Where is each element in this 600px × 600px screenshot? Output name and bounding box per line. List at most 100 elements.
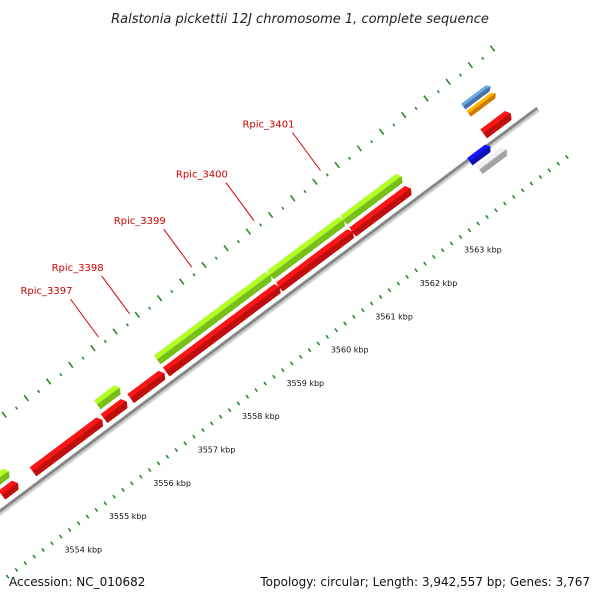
scale-ticks — [1, 45, 569, 579]
summary-text: Topology: circular; Length: 3,942,557 bp… — [259, 575, 590, 589]
feature-cds — [162, 284, 281, 377]
feature-highlight — [466, 92, 496, 114]
outer-tick — [259, 223, 263, 227]
inner-tick — [547, 168, 552, 173]
inner-tick — [147, 467, 152, 473]
inner-tick — [449, 241, 454, 246]
outer-tick — [281, 206, 285, 210]
inner-tick — [272, 374, 276, 379]
feature-cds — [100, 399, 128, 423]
inner-tick — [85, 514, 90, 519]
inner-tick — [209, 421, 214, 426]
outer-tick — [23, 394, 30, 402]
feature-shade — [96, 387, 121, 410]
feature-inner1 — [467, 144, 491, 166]
feature-inner2 — [476, 147, 508, 175]
feature-shade — [469, 146, 491, 166]
outer-tick — [414, 106, 418, 111]
feature-highlight — [127, 370, 165, 399]
inner-tick — [414, 268, 418, 273]
outer-tick — [236, 239, 240, 244]
outer-tick — [103, 339, 107, 344]
feature-gene — [153, 272, 272, 365]
backbone-shadow — [0, 108, 540, 516]
inner-tick — [494, 208, 498, 213]
outer-tick — [436, 90, 440, 94]
inner-tick — [369, 301, 374, 306]
feature-highlight — [480, 111, 511, 134]
feature-highlight — [476, 147, 507, 170]
feature-shade — [32, 419, 103, 477]
inner-tick — [218, 414, 223, 419]
inner-tick — [316, 341, 321, 346]
inner-tick — [511, 194, 516, 200]
inner-tick — [23, 561, 28, 566]
inner-tick — [307, 348, 312, 353]
outer-tick — [347, 156, 351, 160]
map-title: Ralstonia pickettii 12J chromosome 1, co… — [111, 12, 489, 27]
outer-tick — [59, 373, 63, 377]
outer-tick — [481, 56, 485, 61]
feature-shade — [130, 373, 166, 403]
feature-highlight — [276, 229, 354, 287]
outer-tick — [148, 306, 152, 310]
gene-label: Rpic_3400 — [176, 170, 228, 181]
scale-label: 3563 kbp — [464, 246, 502, 255]
inner-tick — [565, 154, 569, 160]
inner-tick — [192, 434, 196, 439]
outer-tick — [134, 311, 141, 319]
outer-tick — [378, 128, 385, 136]
outer-tick — [445, 78, 451, 86]
outer-tick — [401, 111, 407, 119]
outer-tick — [156, 294, 163, 302]
inner-tick — [289, 361, 294, 366]
feature-highlight — [162, 284, 280, 372]
feature-cds — [127, 370, 166, 403]
feature-gene — [267, 217, 345, 280]
inner-tick — [67, 527, 72, 533]
inner-tick — [467, 228, 472, 233]
feature-highlight — [267, 217, 345, 275]
outer-tick — [267, 211, 274, 219]
gene-label: Rpic_3398 — [52, 263, 104, 274]
feature-highlight — [340, 174, 402, 220]
feature-shade — [0, 471, 10, 485]
backbone-line — [0, 106, 539, 513]
feature-highlight — [0, 480, 18, 495]
outer-tick — [170, 289, 174, 294]
inner-tick — [440, 248, 445, 253]
inner-tick — [405, 274, 409, 279]
scale-label: 3560 kbp — [331, 346, 369, 355]
feature-highlight — [461, 85, 491, 107]
scale-label: 3554 kbp — [64, 545, 102, 554]
accession-text: Accession: NC_010682 — [9, 575, 145, 589]
feature-shade — [352, 188, 412, 237]
outer-tick — [290, 195, 296, 202]
outer-tick — [489, 45, 496, 52]
outer-tick — [458, 73, 462, 77]
inner-tick — [5, 574, 10, 579]
inner-tick — [520, 188, 525, 193]
outer-tick — [1, 411, 7, 419]
outer-tick — [223, 244, 229, 252]
outer-tick — [112, 328, 118, 335]
inner-tick — [343, 321, 347, 326]
inner-tick — [32, 554, 37, 559]
inner-tick — [59, 534, 63, 539]
feature-cds — [276, 229, 354, 292]
inner-tick — [76, 521, 81, 526]
inner-tick — [156, 461, 161, 466]
label-leader — [101, 275, 131, 315]
outer-tick — [245, 228, 252, 235]
inner-tick — [458, 234, 463, 240]
feature-cds — [0, 480, 19, 500]
feature-tracks — [0, 85, 512, 500]
inner-tick — [476, 221, 481, 226]
feature-shade — [1, 483, 19, 500]
feature-gene — [0, 468, 10, 485]
outer-tick — [392, 123, 396, 127]
feature-shade — [483, 113, 512, 139]
outer-tick — [125, 323, 129, 327]
inner-tick — [41, 547, 45, 553]
